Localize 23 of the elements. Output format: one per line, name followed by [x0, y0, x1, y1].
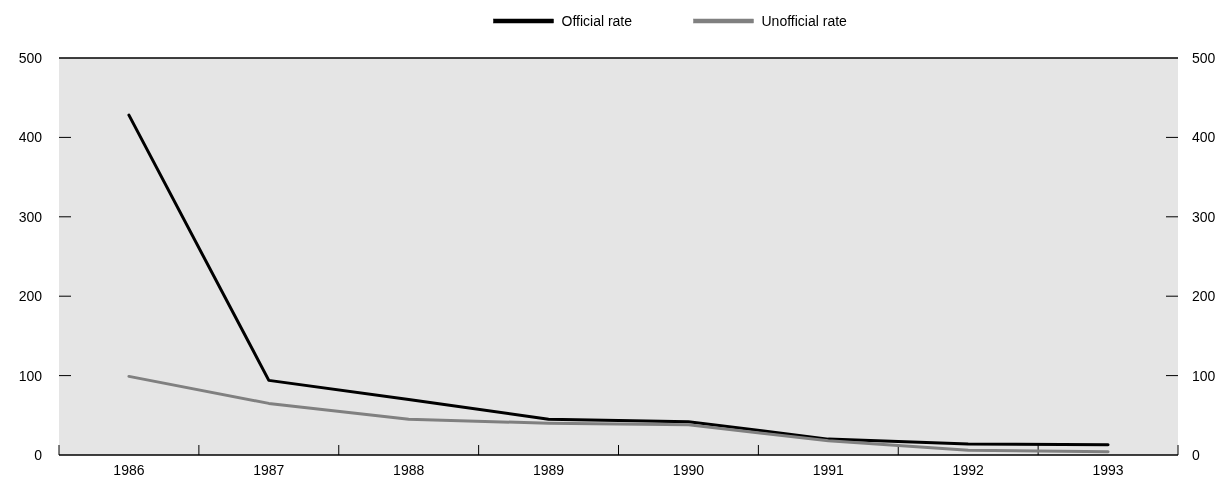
- y-tick-label: 500: [18, 50, 43, 66]
- y2-tick-label: 200: [1192, 288, 1216, 305]
- y-tick-label: 400: [18, 129, 43, 146]
- y-tick-label: 0: [34, 447, 43, 463]
- y-tick-label: 200: [18, 288, 43, 305]
- y2-tick-label: 400: [1192, 129, 1216, 146]
- x-tick-label: 1993: [1092, 462, 1124, 478]
- y-tick-label: 300: [18, 208, 43, 225]
- x-tick-label: 1990: [672, 462, 705, 478]
- x-tick-label: 1986: [113, 462, 145, 478]
- line-series: [127, 374, 1110, 454]
- x-tick-label: 1988: [393, 462, 425, 478]
- y2-tick-label: 300: [1192, 208, 1216, 225]
- legend-label: Official rate: [561, 13, 633, 29]
- x-tick-label: 1991: [812, 462, 845, 478]
- y2-tick-label: 500: [1192, 50, 1216, 66]
- x-tick-label: 1989: [532, 462, 565, 478]
- y-tick-label: 100: [18, 367, 43, 384]
- y2-tick-label: 0: [1192, 447, 1200, 463]
- x-tick-label: 1987: [253, 462, 285, 478]
- legend-label: Unofficial rate: [761, 13, 848, 29]
- y2-tick-label: 100: [1192, 367, 1216, 384]
- x-tick-label: 1992: [952, 462, 984, 478]
